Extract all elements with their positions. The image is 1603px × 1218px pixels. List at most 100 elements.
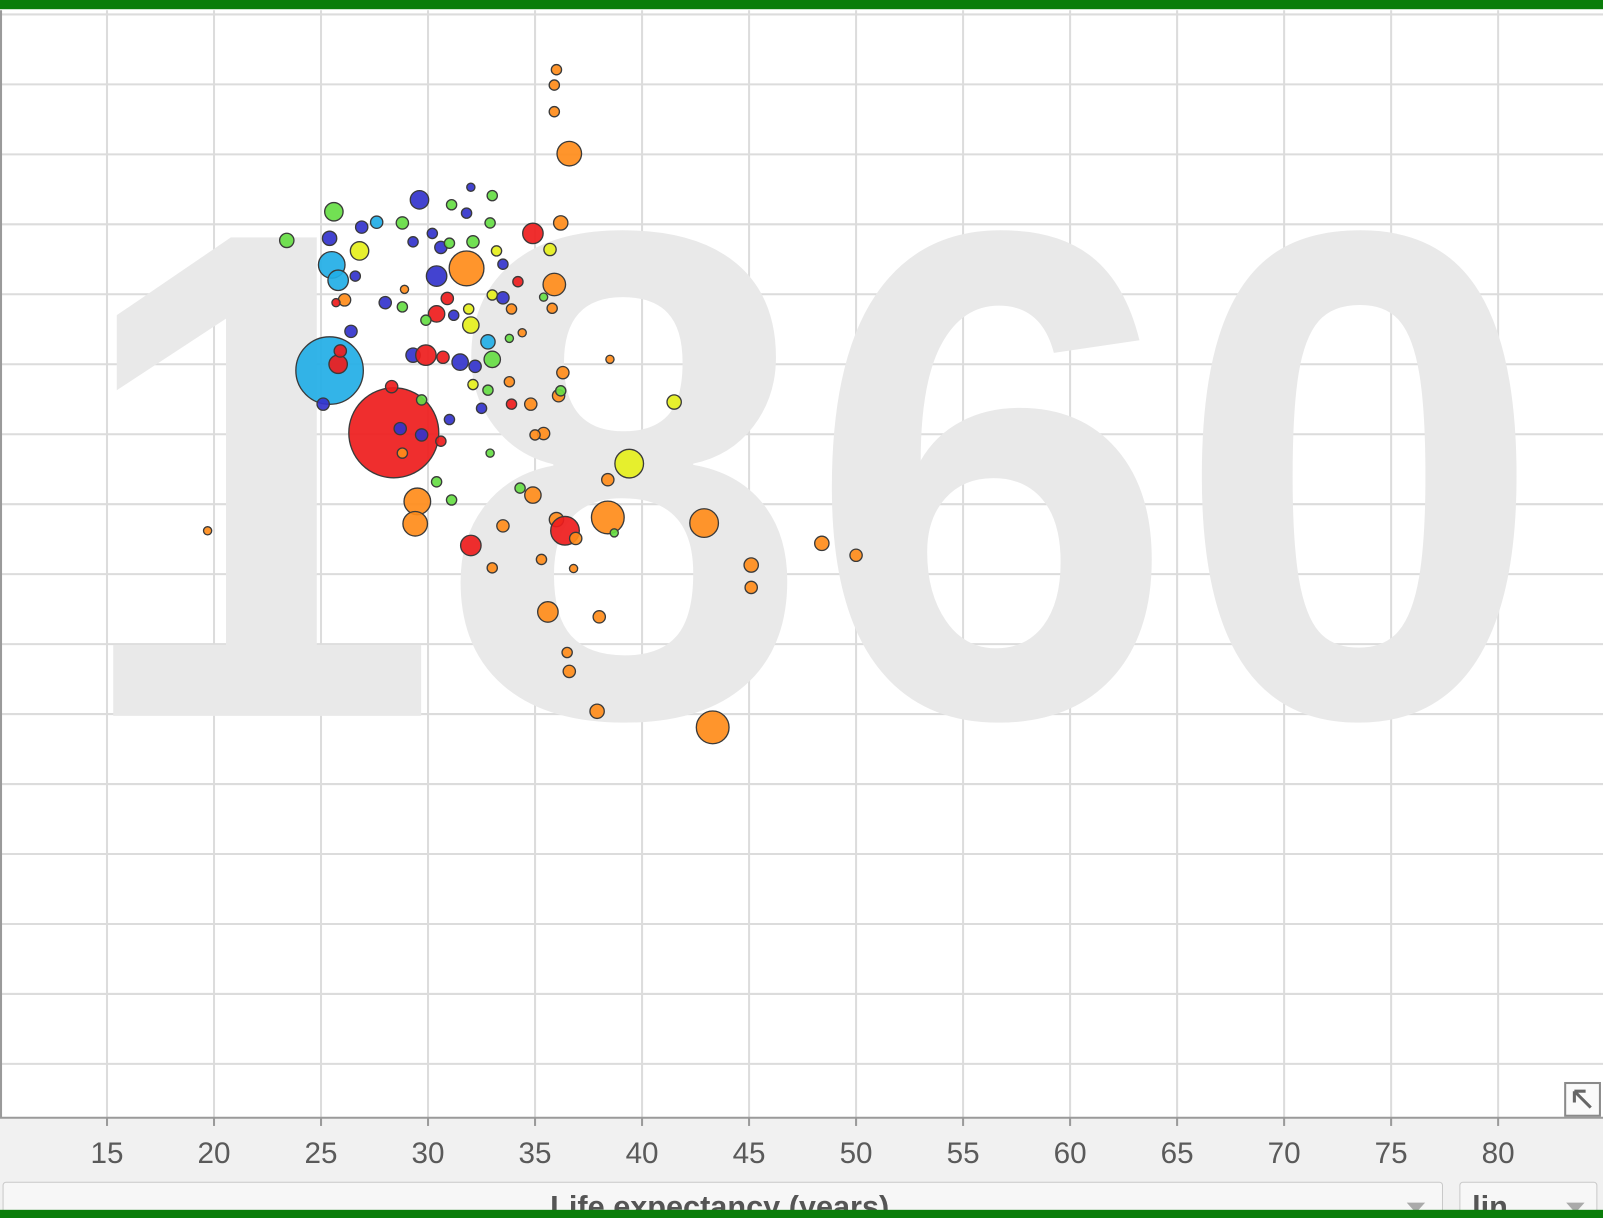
bubble	[517, 328, 527, 338]
bubble	[466, 235, 480, 249]
bubble	[505, 398, 518, 410]
bubble	[504, 333, 515, 344]
bubble	[333, 344, 348, 358]
bubble	[480, 334, 496, 350]
bubble	[523, 397, 538, 411]
bubble	[486, 562, 499, 574]
x-tick-label: 45	[733, 1137, 766, 1170]
bubble	[490, 245, 503, 257]
bubble	[324, 201, 344, 222]
expand-button[interactable]	[1564, 1081, 1601, 1117]
bubble	[393, 421, 408, 436]
bubble	[395, 216, 410, 230]
bubble	[328, 354, 349, 375]
bubble	[467, 378, 479, 391]
bubble	[556, 365, 570, 380]
bubble	[436, 350, 450, 365]
bubble	[546, 302, 558, 315]
bubble	[425, 265, 448, 287]
bubble	[484, 217, 496, 229]
bubble	[743, 557, 760, 573]
bubble	[369, 215, 384, 230]
x-tick-label: 25	[305, 1137, 338, 1170]
bubble	[548, 105, 561, 118]
x-tick-label: 70	[1268, 1137, 1301, 1170]
bubble	[485, 448, 495, 458]
bubble	[349, 241, 370, 261]
bubble	[589, 703, 605, 720]
bubble	[295, 336, 364, 405]
bubble	[344, 324, 358, 339]
bubble	[562, 664, 577, 679]
bubble	[354, 220, 369, 234]
bubble	[327, 269, 350, 292]
x-axis: 15 20 25 30 35 40 45 50 55 60 65 70 75 80	[91, 1117, 1515, 1170]
bubble	[445, 494, 458, 506]
bubble	[605, 354, 615, 365]
bubble	[409, 189, 430, 210]
bubble	[384, 379, 399, 394]
bubble	[278, 232, 295, 249]
bubble	[448, 250, 485, 287]
bubble	[529, 429, 541, 441]
x-tick-label: 30	[412, 1137, 445, 1170]
bubble	[475, 402, 488, 415]
bubble	[590, 500, 625, 535]
bubble	[568, 531, 583, 546]
bubble	[505, 303, 518, 315]
bubble	[524, 486, 542, 504]
bubble	[552, 215, 569, 231]
dropdown-arrow	[1566, 1202, 1585, 1213]
bubble	[451, 353, 469, 371]
expand-icon	[1572, 1089, 1592, 1109]
bubble	[542, 272, 567, 297]
bubble	[443, 237, 456, 249]
bubble	[443, 413, 456, 426]
x-tick-label: 50	[840, 1137, 873, 1170]
bubbles	[202, 63, 863, 745]
bubble	[415, 344, 437, 367]
bubble	[402, 510, 429, 537]
bottom-border	[0, 1209, 1603, 1218]
bubble	[689, 508, 720, 539]
bubble	[496, 290, 510, 305]
bubble	[202, 526, 213, 536]
bubble	[415, 394, 428, 406]
bubble	[430, 476, 443, 488]
bubble	[445, 198, 458, 211]
bubble	[447, 309, 460, 322]
bubble	[592, 610, 607, 624]
bubble	[601, 472, 615, 487]
bubble	[486, 289, 499, 301]
bubble	[514, 482, 526, 494]
bubble	[522, 222, 544, 245]
x-tick-label: 20	[198, 1137, 231, 1170]
x-tick-label: 55	[947, 1137, 980, 1170]
bubble	[427, 305, 446, 323]
bubble	[543, 242, 557, 257]
bubble	[440, 291, 455, 306]
bubble	[378, 295, 393, 310]
bubble	[609, 528, 619, 538]
x-tick-label: 15	[91, 1137, 124, 1170]
bubble	[503, 375, 516, 388]
bubble	[466, 182, 476, 192]
bubble	[468, 359, 482, 374]
bubble	[461, 316, 480, 334]
x-tick-label: 60	[1054, 1137, 1087, 1170]
bubble	[535, 553, 548, 566]
bubble	[568, 563, 579, 574]
bubble	[512, 275, 524, 288]
bubble	[482, 384, 494, 396]
top-border	[0, 0, 1603, 10]
x-tick-label: 65	[1161, 1137, 1194, 1170]
bubble	[814, 535, 830, 552]
bubble	[426, 227, 439, 240]
bubble	[435, 435, 447, 447]
x-tick-label: 40	[626, 1137, 659, 1170]
x-tick-label: 35	[519, 1137, 552, 1170]
bubble	[537, 601, 559, 623]
bubble	[349, 270, 362, 282]
